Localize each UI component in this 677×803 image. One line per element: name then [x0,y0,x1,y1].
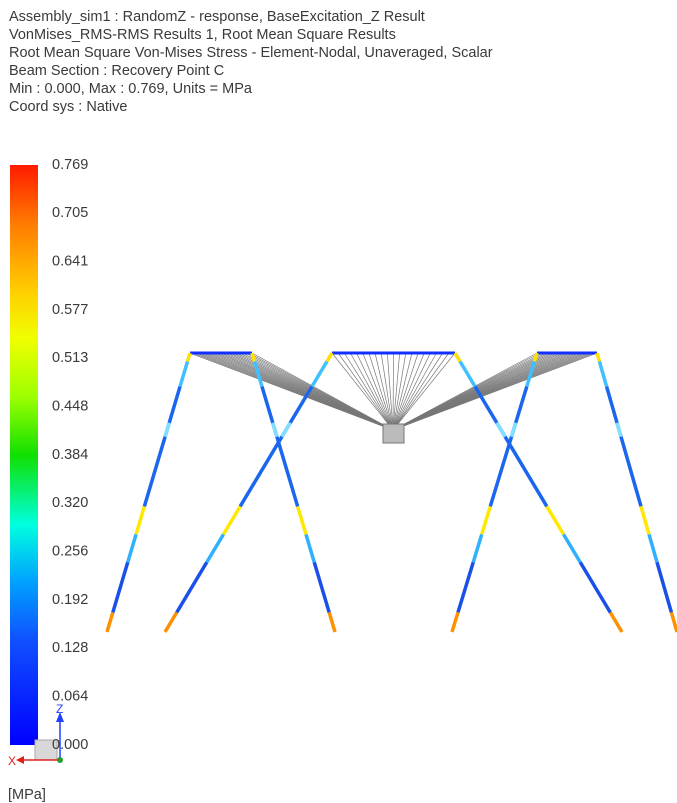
leg-beam [597,360,609,387]
fan-line [392,352,407,431]
legend-label: 0.769 [52,157,88,173]
leg-beam [669,611,677,633]
hub [382,423,405,444]
leg-beam [471,533,484,563]
legend-label: 0.320 [52,495,88,511]
leg-beam [647,533,659,563]
leg-beam [142,385,182,507]
fan-line [392,352,425,431]
leg-beam [221,505,242,536]
fan-line [251,352,394,431]
structure [105,351,677,633]
legend-label: 0.705 [52,205,88,221]
leg-beam [458,360,477,388]
triad-z: Z [56,702,63,716]
header-line: Beam Section : Recovery Point C [9,63,224,79]
legend-label: 0.192 [52,592,88,608]
leg-beam [473,385,549,508]
leg-beam [525,360,537,387]
fan-line [392,352,394,431]
leg-beam [325,352,334,363]
leg-beam [178,360,190,387]
leg-beam [453,352,462,363]
leg-beam [456,561,475,613]
leg-beam [252,360,264,387]
fan-line [350,352,394,431]
header-line: VonMises_RMS-RMS Results 1, Root Mean Sq… [9,27,396,43]
legend-label: 0.064 [52,688,88,704]
legend-label: 0.128 [52,640,88,656]
fan-line [362,352,394,431]
leg-beam [655,561,674,613]
fan-line [344,352,394,431]
header-line: Min : 0.000, Max : 0.769, Units = MPa [9,81,253,97]
fan-line [392,352,419,431]
leg-beam [488,385,529,507]
fan-line [392,352,400,431]
leg-beam [562,533,582,564]
triad [16,712,64,764]
leg-beam [310,360,329,388]
leg-beam [280,421,292,438]
leg-beam [604,385,643,507]
leg-beam [260,385,300,507]
legend-unit: [MPa] [8,787,46,803]
fan-line [392,352,598,431]
leg-beam [250,352,257,362]
header-line: Assembly_sim1 : RandomZ - response, Base… [9,9,425,25]
fan-line [387,352,394,431]
fan-line [392,352,456,431]
leg-beam [578,561,612,614]
legend-label: 0.641 [52,253,88,269]
fan-line [380,352,394,431]
leg-beam [509,422,518,438]
leg-beam [304,533,316,563]
leg-beam [615,422,623,438]
leg-beam [126,533,138,563]
leg-beam [545,505,566,536]
leg-beam [238,385,314,508]
leg-beam [312,561,331,613]
fan-line [392,352,437,431]
leg-beam [163,611,179,633]
fan-line [368,352,394,431]
leg-beam [134,505,147,535]
color-bar [10,165,38,745]
leg-beam [175,561,209,614]
leg-beam [271,422,279,438]
fan-line [392,352,443,431]
fan-line [392,352,431,431]
leg-beam [450,611,460,633]
legend-label: 0.448 [52,398,88,414]
leg-beam [480,505,492,535]
leg-beam [185,352,192,362]
legend-label: 0.577 [52,302,88,318]
legend-label: 0.384 [52,447,88,463]
leg-beam [595,352,602,362]
leg-beam [105,611,115,633]
legend-label: 0.256 [52,543,88,559]
leg-beam [495,421,507,438]
fan-line [374,352,394,431]
leg-beam [327,611,337,633]
leg-beam [608,611,624,633]
header-line: Root Mean Square Von-Mises Stress - Elem… [9,45,493,61]
fan-line [392,352,413,431]
leg-beam [295,505,308,535]
leg-beam [532,352,539,362]
leg-beam [111,561,130,613]
triad-x: X [8,754,16,768]
fan-line [356,352,394,431]
leg-beam [205,533,225,564]
leg-beam [639,505,651,535]
leg-beam [163,422,171,438]
fan-line [337,352,394,431]
legend-label: 0.000 [52,737,88,753]
header-line: Coord sys : Native [9,99,127,115]
fan-line [392,352,450,431]
fan-line [331,352,394,431]
legend-label: 0.513 [52,350,88,366]
